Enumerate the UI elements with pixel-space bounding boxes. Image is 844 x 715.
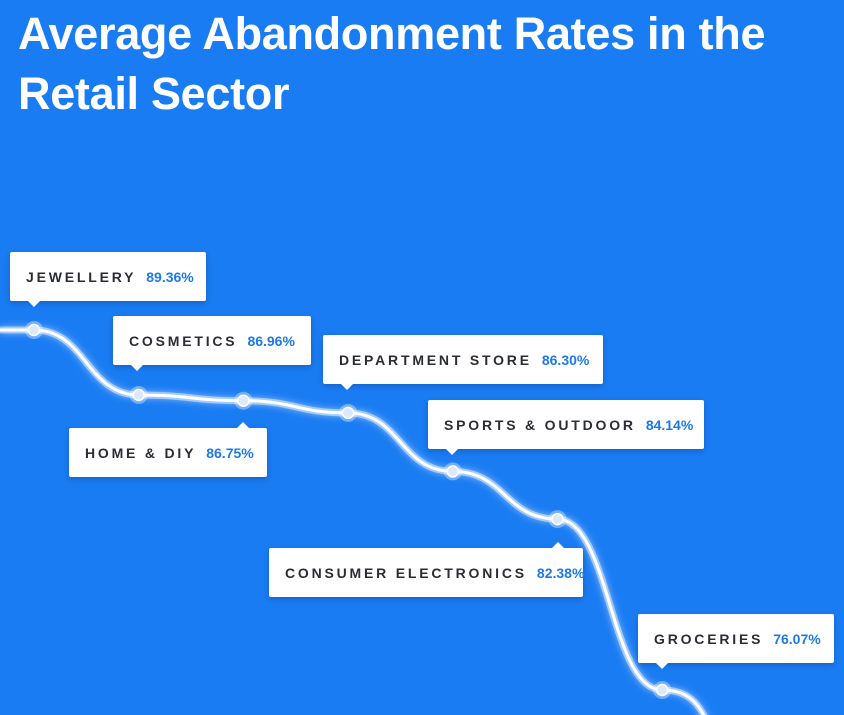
data-label: COSMETICS 86.96% [113, 316, 311, 371]
data-label: CONSUMER ELECTRONICS 82.38% [269, 542, 585, 597]
label-pointer [552, 542, 564, 548]
category-label: COSMETICS [129, 332, 238, 349]
data-point [237, 394, 250, 407]
data-label: DEPARTMENT STORE 86.30% [323, 335, 603, 390]
value-label: 86.96% [247, 332, 295, 349]
label-pointer [237, 422, 249, 428]
value-label: 89.36% [146, 268, 194, 285]
data-point [341, 406, 355, 420]
series-line-glow [0, 326, 708, 715]
label-pointer [28, 301, 40, 307]
category-label: GROCERIES [654, 630, 764, 647]
chart-title: Average Abandonment Rates in the Retail … [18, 8, 766, 119]
category-label: JEWELLERY [26, 268, 137, 285]
label-pointer [131, 365, 143, 371]
data-label: SPORTS & OUTDOOR 84.14% [428, 400, 704, 455]
value-label: 84.14% [645, 416, 694, 433]
label-pointer [341, 384, 353, 390]
category-label: CONSUMER ELECTRONICS [285, 564, 527, 581]
value-label: 86.75% [206, 444, 254, 461]
label-pointer [446, 449, 458, 455]
category-label: DEPARTMENT STORE [339, 351, 532, 368]
value-label: 76.07% [773, 630, 821, 647]
category-label: SPORTS & OUTDOOR [444, 416, 636, 433]
data-point [655, 683, 669, 697]
data-point [27, 323, 41, 337]
value-label: 82.38% [536, 564, 585, 581]
data-point [446, 465, 460, 478]
data-label: HOME & DIY 86.75% [69, 422, 267, 477]
data-label: JEWELLERY 89.36% [10, 252, 206, 307]
data-point [551, 512, 564, 526]
value-label: 86.30% [541, 351, 590, 368]
data-label: GROCERIES 76.07% [638, 614, 834, 669]
label-pointer [656, 663, 668, 669]
category-label: HOME & DIY [85, 444, 197, 461]
data-point [132, 388, 145, 402]
